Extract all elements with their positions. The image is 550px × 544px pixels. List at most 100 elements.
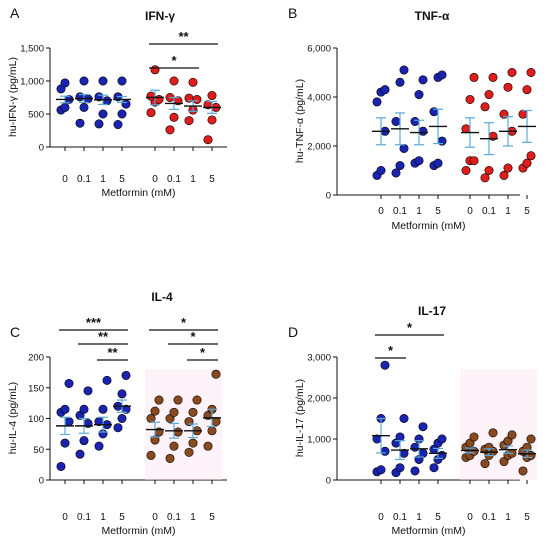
x-tick-label: 1 bbox=[416, 206, 422, 217]
data-point bbox=[395, 77, 405, 87]
data-point bbox=[418, 75, 428, 85]
data-point bbox=[480, 459, 490, 469]
data-point bbox=[154, 94, 164, 104]
data-point bbox=[75, 449, 85, 459]
data-point bbox=[207, 115, 217, 125]
x-tick-label: 1 bbox=[505, 512, 511, 523]
data-point bbox=[526, 450, 536, 460]
data-point bbox=[480, 102, 490, 112]
data-point bbox=[165, 453, 175, 463]
y-axis-title: hu-TNF-α (pg/mL) bbox=[294, 79, 306, 163]
data-point bbox=[117, 109, 127, 119]
significance-label: * bbox=[190, 329, 196, 344]
data-point bbox=[469, 72, 479, 82]
x-tick-label: 5 bbox=[119, 512, 125, 523]
significance-label: * bbox=[171, 53, 177, 68]
x-tick-label: 0 bbox=[152, 174, 158, 185]
data-point bbox=[507, 68, 517, 78]
data-point bbox=[380, 360, 390, 370]
x-tick-label: 0.1 bbox=[393, 512, 407, 523]
data-point bbox=[146, 108, 156, 118]
panel-title: IL-4 bbox=[151, 290, 173, 304]
data-point bbox=[173, 427, 183, 437]
data-point bbox=[188, 407, 198, 417]
panel-title: IL-17 bbox=[418, 304, 446, 318]
data-point bbox=[526, 151, 536, 161]
panel-letter: A bbox=[10, 5, 20, 21]
data-point bbox=[461, 166, 471, 176]
data-point bbox=[102, 96, 112, 106]
data-point bbox=[94, 441, 104, 451]
data-point bbox=[75, 92, 85, 102]
data-point bbox=[83, 386, 93, 396]
panel-letter: B bbox=[288, 5, 297, 21]
data-point bbox=[433, 158, 443, 168]
data-point bbox=[94, 119, 104, 129]
data-point bbox=[150, 65, 160, 75]
x-tick-label: 0 bbox=[62, 512, 68, 523]
data-point bbox=[410, 117, 420, 127]
x-tick-label: 0 bbox=[152, 512, 158, 523]
data-point bbox=[469, 432, 479, 442]
panel-title: IFN-γ bbox=[145, 9, 175, 23]
panel-letter: D bbox=[288, 324, 298, 340]
data-point bbox=[188, 77, 198, 87]
data-point bbox=[211, 369, 221, 379]
y-tick-label: 1,500 bbox=[20, 44, 44, 55]
data-point bbox=[150, 406, 160, 416]
data-point bbox=[465, 94, 475, 104]
significance-label: *** bbox=[86, 315, 102, 330]
data-point bbox=[429, 463, 439, 473]
data-point bbox=[169, 407, 179, 417]
panel-title: TNF-α bbox=[415, 9, 450, 23]
data-point bbox=[113, 120, 123, 130]
data-point bbox=[79, 436, 89, 446]
x-tick-label: 0 bbox=[467, 206, 473, 217]
data-point bbox=[154, 395, 164, 405]
x-tick-label: 5 bbox=[119, 174, 125, 185]
data-point bbox=[399, 143, 409, 153]
x-tick-label: 5 bbox=[435, 206, 441, 217]
x-tick-label: 0.1 bbox=[167, 174, 181, 185]
x-tick-label: 0.1 bbox=[482, 512, 496, 523]
data-point bbox=[380, 85, 390, 95]
y-tick-label: 4,000 bbox=[307, 93, 331, 104]
data-point bbox=[102, 375, 112, 385]
data-point bbox=[64, 378, 74, 388]
x-tick-label: 0.1 bbox=[482, 206, 496, 217]
data-point bbox=[484, 90, 494, 100]
data-point bbox=[192, 395, 202, 405]
data-point bbox=[418, 448, 428, 458]
data-point bbox=[75, 118, 85, 128]
y-tick-label: 0 bbox=[39, 476, 44, 487]
data-point bbox=[203, 441, 213, 451]
data-point bbox=[169, 441, 179, 451]
data-point bbox=[488, 72, 498, 82]
data-point bbox=[117, 413, 127, 423]
x-tick-label: 1 bbox=[100, 512, 106, 523]
data-point bbox=[98, 76, 108, 86]
x-tick-label: 1 bbox=[100, 174, 106, 185]
data-point bbox=[207, 91, 217, 101]
data-point bbox=[146, 450, 156, 460]
data-point bbox=[399, 413, 409, 423]
x-tick-label: 0 bbox=[378, 206, 384, 217]
data-point bbox=[60, 438, 70, 448]
x-tick-label: 5 bbox=[209, 174, 215, 185]
significance-label: * bbox=[407, 320, 413, 335]
significance-label: ** bbox=[107, 345, 118, 360]
data-point bbox=[121, 99, 131, 109]
y-tick-label: 0 bbox=[326, 191, 331, 202]
data-point bbox=[518, 109, 528, 119]
data-point bbox=[399, 65, 409, 75]
data-point bbox=[526, 68, 536, 78]
data-point bbox=[98, 109, 108, 119]
data-point bbox=[395, 463, 405, 473]
x-tick-label: 0.1 bbox=[167, 512, 181, 523]
data-point bbox=[184, 116, 194, 126]
data-point bbox=[507, 430, 517, 440]
